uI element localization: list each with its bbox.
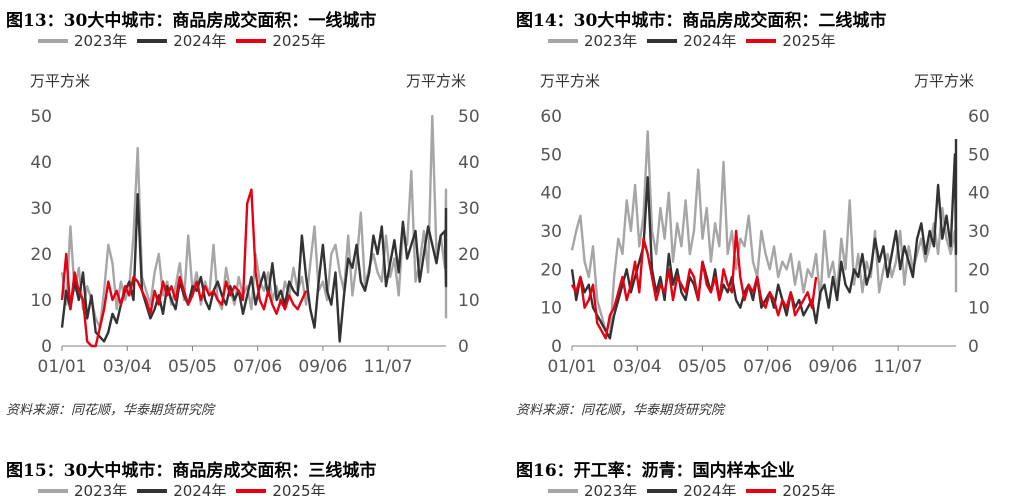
legend-swatch-2024 bbox=[647, 38, 678, 43]
y-tick-right: 30 bbox=[968, 222, 990, 242]
legend-item-2024: 2024年 bbox=[137, 30, 226, 51]
legend-swatch-2025 bbox=[236, 38, 267, 43]
y-tick-left: 10 bbox=[540, 299, 562, 319]
legend-label-2023: 2023年 bbox=[584, 482, 638, 496]
y-tick-left: 0 bbox=[41, 337, 52, 357]
legend-swatch-2023 bbox=[548, 38, 578, 43]
chart-panel-13: 图13：30大中城市：商品房成交面积：一线城市 2023年 2024年 2025… bbox=[6, 6, 486, 426]
x-tick-label: 03/04 bbox=[103, 357, 152, 377]
legend-label-2023: 2023年 bbox=[74, 482, 128, 496]
y-tick-left: 30 bbox=[30, 199, 52, 219]
legend-label-2023: 2023年 bbox=[74, 32, 128, 50]
legend-partial: 2023年 2024年 2025年 bbox=[548, 480, 836, 496]
y-tick-right: 50 bbox=[968, 145, 990, 165]
legend-swatch-2023 bbox=[38, 488, 68, 493]
x-tick-label: 01/01 bbox=[548, 357, 597, 377]
legend-item-2025: 2025年 bbox=[746, 30, 836, 51]
y-tick-right: 10 bbox=[458, 291, 480, 311]
x-tick-label: 07/06 bbox=[233, 357, 282, 377]
legend: 2023年 2024年 2025年 bbox=[548, 30, 836, 51]
legend-item-2024: 2024年 bbox=[137, 480, 226, 496]
x-tick-label: 11/07 bbox=[364, 357, 413, 377]
figure-title: 图16：开工率：沥青：国内样本企业 bbox=[516, 461, 795, 481]
legend-item-2023: 2023年 bbox=[548, 30, 637, 51]
figure-title: 图13：30大中城市：商品房成交面积：一线城市 bbox=[6, 11, 377, 31]
legend-label-2025: 2025年 bbox=[782, 482, 836, 496]
figure-title: 图15：30大中城市：商品房成交面积：三线城市 bbox=[6, 461, 377, 481]
y-tick-left: 50 bbox=[30, 107, 52, 127]
legend-item-2023: 2023年 bbox=[548, 480, 637, 496]
legend-swatch-2024 bbox=[137, 38, 168, 43]
line-chart-tier2: 0 0 10 10 20 20 30 30 40 40 50 50 60 60 01/01 03/04 05/0… bbox=[540, 107, 990, 377]
y-tick-left: 30 bbox=[540, 222, 562, 242]
x-tick-label: 09/06 bbox=[808, 357, 857, 377]
chart-panel-15: 图15：30大中城市：商品房成交面积：三线城市 2023年 2024年 2025… bbox=[6, 456, 486, 496]
series-line-2024年 bbox=[60, 192, 448, 343]
y-tick-right: 40 bbox=[968, 184, 990, 204]
legend-swatch-2023 bbox=[38, 38, 68, 43]
legend-swatch-2025 bbox=[236, 488, 267, 493]
series-line-2025年 bbox=[60, 188, 308, 348]
legend: 2023年 2024年 2025年 bbox=[38, 30, 326, 51]
right-axis-unit: 万平方米 bbox=[406, 72, 467, 90]
legend-item-2024: 2024年 bbox=[647, 480, 736, 496]
y-tick-left: 40 bbox=[540, 184, 562, 204]
chart-panel-16: 图16：开工率：沥青：国内样本企业 2023年 2024年 2025年 bbox=[516, 456, 996, 496]
y-tick-right: 20 bbox=[458, 245, 480, 265]
y-tick-right: 0 bbox=[968, 337, 979, 357]
figure-title: 图14：30大中城市：商品房成交面积：二线城市 bbox=[516, 11, 887, 31]
y-tick-left: 0 bbox=[551, 337, 562, 357]
y-tick-left: 20 bbox=[30, 245, 52, 265]
legend-swatch-2025 bbox=[746, 488, 777, 493]
chart-panel-14: 图14：30大中城市：商品房成交面积：二线城市 2023年 2024年 2025… bbox=[516, 6, 996, 426]
legend-label-2024: 2024年 bbox=[683, 32, 737, 50]
y-tick-right: 60 bbox=[968, 107, 990, 127]
legend-label-2024: 2024年 bbox=[173, 482, 227, 496]
y-tick-left: 60 bbox=[540, 107, 562, 127]
left-axis-unit: 万平方米 bbox=[540, 72, 601, 90]
source-note: 资料来源：同花顺，华泰期货研究院 bbox=[6, 403, 215, 418]
y-tick-right: 20 bbox=[968, 260, 990, 280]
x-tick-label: 07/06 bbox=[743, 357, 792, 377]
legend-label-2023: 2023年 bbox=[584, 32, 638, 50]
legend-label-2024: 2024年 bbox=[683, 482, 737, 496]
x-tick-label: 05/05 bbox=[168, 357, 217, 377]
legend-label-2025: 2025年 bbox=[782, 32, 836, 50]
right-axis-unit: 万平方米 bbox=[914, 72, 975, 90]
x-tick-label: 01/01 bbox=[38, 357, 87, 377]
y-tick-right: 10 bbox=[968, 299, 990, 319]
legend-label-2025: 2025年 bbox=[272, 482, 326, 496]
y-tick-right: 0 bbox=[458, 337, 469, 357]
legend-item-2024: 2024年 bbox=[647, 30, 736, 51]
legend-partial: 2023年 2024年 2025年 bbox=[38, 480, 326, 496]
y-tick-right: 30 bbox=[458, 199, 480, 219]
source-note: 资料来源：同花顺，华泰期货研究院 bbox=[516, 403, 725, 418]
legend-item-2025: 2025年 bbox=[236, 30, 326, 51]
y-tick-right: 40 bbox=[458, 153, 480, 173]
line-chart-tier1: 0 0 10 10 20 20 30 30 40 40 50 50 01/01 03/04 05/05 07/… bbox=[30, 107, 480, 377]
legend-item-2025: 2025年 bbox=[746, 480, 836, 496]
legend-swatch-2023 bbox=[548, 488, 578, 493]
legend-swatch-2025 bbox=[746, 38, 777, 43]
legend-item-2023: 2023年 bbox=[38, 30, 127, 51]
x-tick-label: 11/07 bbox=[874, 357, 923, 377]
y-tick-left: 10 bbox=[30, 291, 52, 311]
legend-label-2024: 2024年 bbox=[173, 32, 227, 50]
x-tick-label: 03/04 bbox=[613, 357, 662, 377]
y-tick-left: 50 bbox=[540, 145, 562, 165]
legend-item-2023: 2023年 bbox=[38, 480, 127, 496]
y-tick-left: 40 bbox=[30, 153, 52, 173]
legend-label-2025: 2025年 bbox=[272, 32, 326, 50]
x-tick-label: 05/05 bbox=[678, 357, 727, 377]
left-axis-unit: 万平方米 bbox=[30, 72, 91, 90]
y-tick-left: 20 bbox=[540, 260, 562, 280]
x-tick-label: 09/06 bbox=[298, 357, 347, 377]
y-tick-right: 50 bbox=[458, 107, 480, 127]
legend-swatch-2024 bbox=[137, 488, 168, 493]
legend-swatch-2024 bbox=[647, 488, 678, 493]
series-line-2025年 bbox=[570, 229, 818, 340]
legend-item-2025: 2025年 bbox=[236, 480, 326, 496]
